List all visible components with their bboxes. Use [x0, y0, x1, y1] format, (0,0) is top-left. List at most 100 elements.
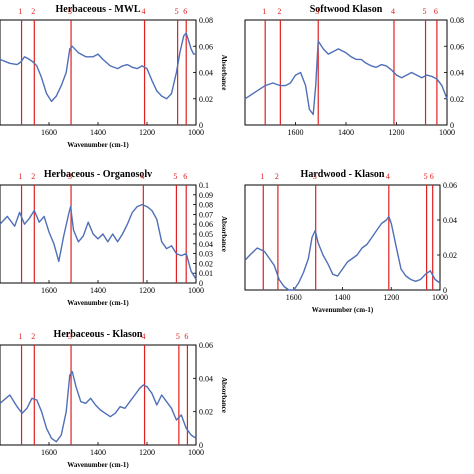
marker-label-1: 1: [262, 7, 266, 16]
marker-label-6: 6: [434, 7, 438, 16]
y-tick-label: 0.08: [199, 16, 213, 25]
marker-label-1: 1: [19, 332, 23, 341]
x-tick-label: 1000: [188, 128, 204, 137]
y-axis-label: Absorbance: [220, 377, 228, 413]
y-tick-label: 0: [450, 121, 454, 130]
marker-label-1: 1: [260, 172, 264, 181]
plot-frame: [0, 19, 197, 126]
plot-frame: [0, 344, 197, 446]
marker-label-1: 1: [19, 7, 23, 16]
y-tick-label: 0.04: [199, 240, 213, 249]
marker-label-3: 3: [68, 172, 72, 181]
spectrum-line: [0, 371, 197, 443]
plot-frame: [0, 184, 197, 284]
x-tick-label: 1400: [90, 448, 106, 457]
x-axis-label: Wavenumber (cm-1): [312, 306, 374, 314]
marker-label-4: 4: [142, 332, 146, 341]
x-tick-label: 1400: [90, 128, 106, 137]
x-tick-label: 1600: [286, 293, 302, 302]
y-tick-label: 0.05: [199, 230, 213, 239]
marker-label-3: 3: [315, 7, 319, 16]
y-tick-label: 0: [199, 441, 203, 450]
x-tick-label: 1200: [139, 286, 155, 295]
y-tick-label: 0.04: [199, 374, 213, 383]
x-axis-label: Wavenumber (cm-1): [67, 141, 129, 149]
marker-label-4: 4: [386, 172, 390, 181]
marker-label-2: 2: [31, 332, 35, 341]
y-tick-label: 0.09: [199, 191, 213, 200]
x-tick-label: 1600: [288, 128, 304, 137]
marker-label-6: 6: [184, 332, 188, 341]
y-tick-label: 0.04: [450, 69, 464, 78]
marker-label-5: 5: [173, 172, 177, 181]
y-tick-label: 0.07: [199, 210, 213, 219]
marker-label-4: 4: [140, 172, 144, 181]
chart-title: Softwood Klason: [310, 4, 383, 15]
marker-label-3: 3: [68, 7, 72, 16]
x-axis-label: Wavenumber (cm-1): [67, 461, 129, 469]
marker-label-2: 2: [31, 172, 35, 181]
x-tick-label: 1000: [188, 448, 204, 457]
plot-frame: [244, 184, 441, 291]
x-tick-label: 1400: [338, 128, 354, 137]
x-tick-label: 1600: [41, 286, 57, 295]
y-tick-label: 0.02: [199, 408, 213, 417]
y-tick-label: 0.02: [443, 251, 457, 260]
y-tick-label: 0.06: [199, 220, 213, 229]
x-tick-label: 1200: [389, 128, 405, 137]
x-axis-label: Wavenumber (cm-1): [67, 299, 129, 307]
chart-title: Hardwood - Klason: [301, 169, 385, 180]
x-tick-label: 1200: [139, 128, 155, 137]
y-tick-label: 0.06: [443, 181, 457, 190]
spectrum-line: [0, 32, 196, 103]
marker-label-2: 2: [277, 7, 281, 16]
plot-frame: [244, 19, 448, 126]
y-tick-label: 0.01: [199, 269, 213, 278]
spectrum-line: [244, 215, 441, 291]
chart-title: Herbaceous - Klason: [54, 329, 143, 340]
x-tick-label: 1200: [383, 293, 399, 302]
marker-label-2: 2: [275, 172, 279, 181]
y-tick-label: 0.02: [199, 259, 213, 268]
x-tick-label: 1600: [41, 128, 57, 137]
marker-label-3: 3: [68, 332, 72, 341]
marker-label-6: 6: [183, 7, 187, 16]
x-tick-label: 1000: [432, 293, 448, 302]
marker-label-5: 5: [423, 7, 427, 16]
chart-title: Herbaceous - MWL: [56, 4, 141, 15]
marker-label-6: 6: [183, 172, 187, 181]
chart-title: Herbaceous - Organosolv: [44, 169, 152, 180]
y-tick-label: 0.03: [199, 250, 213, 259]
marker-label-5: 5: [175, 7, 179, 16]
y-tick-label: 0.1: [199, 181, 209, 190]
y-tick-label: 0.06: [199, 341, 213, 350]
y-tick-label: 0.02: [199, 95, 213, 104]
y-tick-label: 0.04: [199, 69, 213, 78]
x-tick-label: 1400: [90, 286, 106, 295]
marker-label-6: 6: [430, 172, 434, 181]
y-axis-label: Absorbance: [220, 55, 228, 91]
y-tick-label: 0.06: [450, 42, 464, 51]
y-tick-label: 0: [199, 279, 203, 288]
spectrum-line: [244, 40, 448, 116]
marker-label-5: 5: [176, 332, 180, 341]
y-tick-label: 0.04: [443, 216, 457, 225]
x-tick-label: 1600: [41, 448, 57, 457]
marker-label-4: 4: [142, 7, 146, 16]
marker-label-5: 5: [424, 172, 428, 181]
y-tick-label: 0.06: [199, 42, 213, 51]
x-tick-label: 1400: [335, 293, 351, 302]
y-tick-label: 0: [443, 286, 447, 295]
marker-label-3: 3: [313, 172, 317, 181]
marker-label-4: 4: [391, 7, 395, 16]
marker-label-2: 2: [31, 7, 35, 16]
y-tick-label: 0.08: [199, 201, 213, 210]
y-tick-label: 0: [199, 121, 203, 130]
spectrum-line: [0, 203, 197, 280]
marker-label-1: 1: [19, 172, 23, 181]
